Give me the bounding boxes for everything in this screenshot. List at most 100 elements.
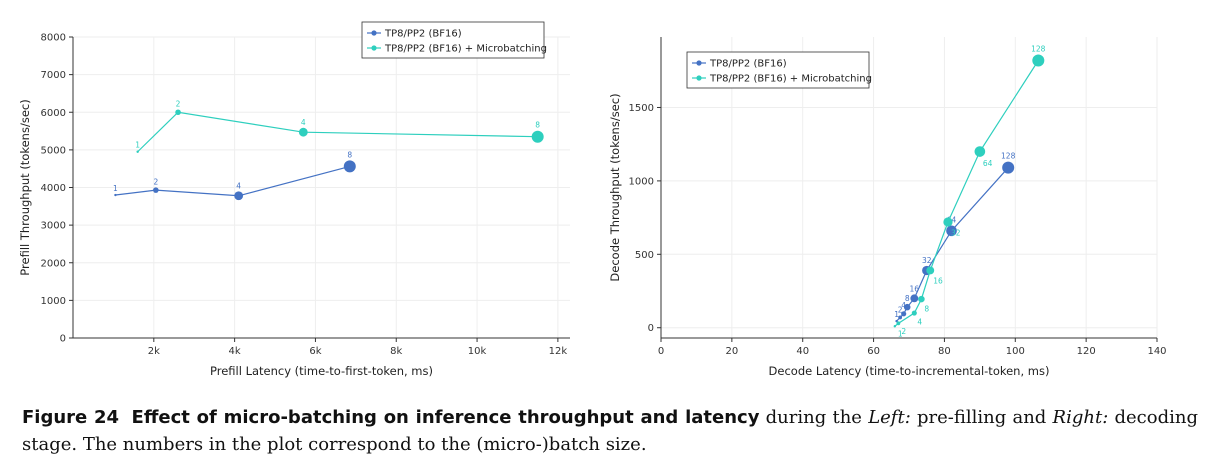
data-label: 1 (894, 310, 899, 319)
data-label: 128 (1001, 152, 1016, 161)
data-point (918, 295, 925, 303)
y-axis-label: Prefill Throughput (tokens/sec) (18, 99, 32, 275)
data-label: 4 (236, 181, 241, 190)
y-tick-label: 7000 (41, 70, 66, 81)
y-tick-label: 0 (60, 334, 66, 345)
data-point (114, 193, 117, 197)
data-label: 32 (922, 256, 932, 265)
x-axis-label: Prefill Latency (time-to-first-token, ms… (210, 364, 433, 378)
data-label: 2 (176, 99, 181, 108)
data-point (910, 294, 919, 303)
data-point (974, 146, 986, 157)
y-tick-label: 3000 (41, 221, 66, 232)
data-point (1002, 161, 1015, 174)
data-point (903, 303, 911, 311)
y-tick-label: 5000 (41, 145, 66, 156)
data-label: 8 (905, 294, 910, 303)
data-point (896, 321, 901, 326)
x-tick-label: 40 (796, 346, 809, 357)
data-point (943, 217, 953, 227)
legend-swatch-marker (696, 75, 702, 81)
caption-right-label: Right: (1052, 407, 1109, 428)
legend-entry: TP8/PP2 (BF16) (709, 59, 787, 70)
y-tick-label: 1500 (629, 103, 654, 114)
data-label: 1 (113, 184, 118, 193)
chart-left: 0 1000 2000 3000 4000 5000 6000 7000 8000 2k 4k 6k 8… (18, 21, 570, 378)
data-point (895, 319, 898, 323)
legend-swatch-marker (696, 60, 702, 66)
data-label: 8 (535, 121, 540, 130)
data-point (946, 225, 957, 237)
y-tick-label: 4000 (41, 183, 66, 194)
y-tick-label: 500 (635, 250, 654, 261)
legend-entry: TP8/PP2 (BF16) + Microbatching (709, 74, 872, 85)
data-label: 2 (901, 327, 906, 336)
caption-left-label: Left: (868, 407, 911, 428)
data-point (136, 150, 139, 153)
x-tick-label: 0 (658, 346, 664, 357)
data-point (893, 325, 897, 328)
x-axis-label: Decode Latency (time-to-incremental-toke… (769, 364, 1050, 378)
caption-text-1: during the (759, 407, 869, 428)
caption-text-3: decoding stage. The numbers in the plot … (22, 407, 1198, 455)
x-tick-label: 10k (468, 346, 487, 357)
y-tick-label: 1000 (41, 296, 66, 307)
series-line-1 (115, 165, 350, 197)
data-label: 2 (898, 306, 903, 315)
y-tick-label: 1000 (629, 176, 654, 187)
data-label: 4 (301, 118, 306, 127)
legend-entry: TP8/PP2 (BF16) + Microbatching (384, 44, 547, 55)
data-point (234, 191, 244, 201)
x-tick-label: 12k (549, 346, 568, 357)
data-label: 16 (933, 276, 943, 285)
x-tick-label: 60 (867, 346, 880, 357)
data-point (911, 310, 917, 316)
y-tick-label: 0 (648, 323, 654, 334)
x-tick-label: 80 (938, 346, 951, 357)
x-tick-label: 2k (148, 346, 160, 357)
legend-box (686, 51, 870, 89)
data-label: 2 (153, 177, 158, 186)
chart-right: 0 500 1000 1500 0 20 40 60 80 100 120 140 Decode Lat… (608, 37, 1167, 378)
figure-caption: Figure 24 Effect of micro-batching on in… (22, 404, 1198, 458)
data-point (1032, 54, 1045, 67)
y-tick-label: 8000 (41, 33, 66, 44)
x-tick-label: 8k (390, 346, 402, 357)
x-tick-label: 100 (1006, 346, 1025, 357)
legend-swatch-marker (371, 45, 377, 51)
caption-title: Effect of micro-batching on inference th… (131, 407, 760, 428)
data-label: 4 (917, 318, 922, 327)
x-tick-label: 140 (1147, 346, 1166, 357)
data-point (531, 130, 544, 143)
data-point (298, 127, 308, 137)
y-tick-label: 2000 (41, 258, 66, 269)
x-tick-label: 120 (1077, 346, 1096, 357)
caption-figure-label: Figure 24 (22, 407, 120, 428)
legend: TP8/PP2 (BF16) TP8/PP2 (BF16) + Microbatc… (686, 51, 872, 89)
data-label: 4 (901, 301, 906, 310)
data-label: 32 (951, 229, 961, 238)
data-label: 128 (1031, 44, 1046, 53)
x-tick-label: 20 (725, 346, 738, 357)
legend-swatch-marker (371, 30, 377, 36)
y-axis-label: Decode Throughput (tokens/sec) (608, 93, 622, 281)
data-label: 8 (347, 150, 352, 159)
series-line-2 (137, 111, 538, 153)
data-point (153, 187, 159, 193)
series-line-2 (894, 60, 1039, 327)
data-label: 8 (924, 304, 929, 313)
data-point (343, 160, 356, 173)
data-label: 64 (983, 159, 993, 168)
legend-entry: TP8/PP2 (BF16) (384, 29, 462, 40)
data-label: 1 (898, 329, 903, 338)
data-point (175, 109, 181, 116)
data-label: 1 (135, 141, 140, 150)
data-point (926, 266, 935, 275)
y-tick-label: 6000 (41, 108, 66, 119)
data-point (898, 315, 903, 320)
x-tick-label: 4k (229, 346, 241, 357)
caption-text-2: pre-filling and (910, 407, 1053, 428)
data-label: 16 (910, 284, 920, 293)
legend: TP8/PP2 (BF16) TP8/PP2 (BF16) + Microbatc… (361, 21, 547, 59)
legend-box (361, 21, 545, 59)
